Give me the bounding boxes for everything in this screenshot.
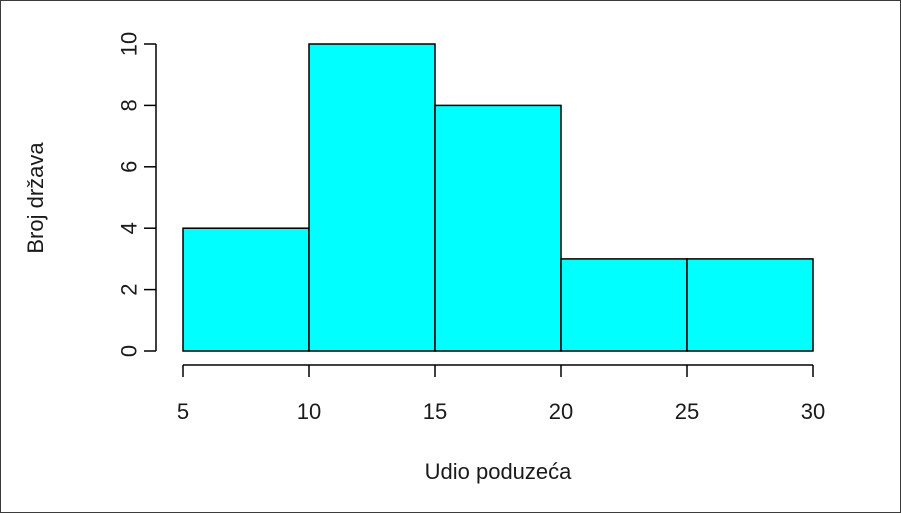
histogram-bar-5 (686, 258, 814, 352)
y-tick-label: 10 (117, 32, 142, 56)
histogram-bar-2 (308, 43, 436, 352)
y-axis-title: Broj država (23, 142, 48, 254)
x-axis: 5 10 15 20 25 30 (177, 364, 825, 424)
x-tick-label: 25 (675, 399, 699, 424)
histogram-bar-4 (560, 258, 688, 352)
x-tick-label: 10 (297, 399, 321, 424)
y-tick-label: 0 (117, 345, 142, 357)
y-tick-label: 8 (117, 99, 142, 111)
y-tick-label: 6 (117, 161, 142, 173)
y-tick-label: 2 (117, 283, 142, 295)
y-tick-label: 4 (117, 222, 142, 234)
x-tick-label: 15 (423, 399, 447, 424)
bars-group (182, 43, 814, 352)
x-tick-label: 20 (549, 399, 573, 424)
histogram-bar-1 (182, 227, 310, 352)
y-axis: 0 2 4 6 8 10 (117, 32, 157, 357)
histogram-bar-3 (434, 104, 562, 352)
x-tick-label: 5 (177, 399, 189, 424)
x-tick-label: 30 (801, 399, 825, 424)
x-axis-title: Udio poduzeća (425, 459, 573, 484)
